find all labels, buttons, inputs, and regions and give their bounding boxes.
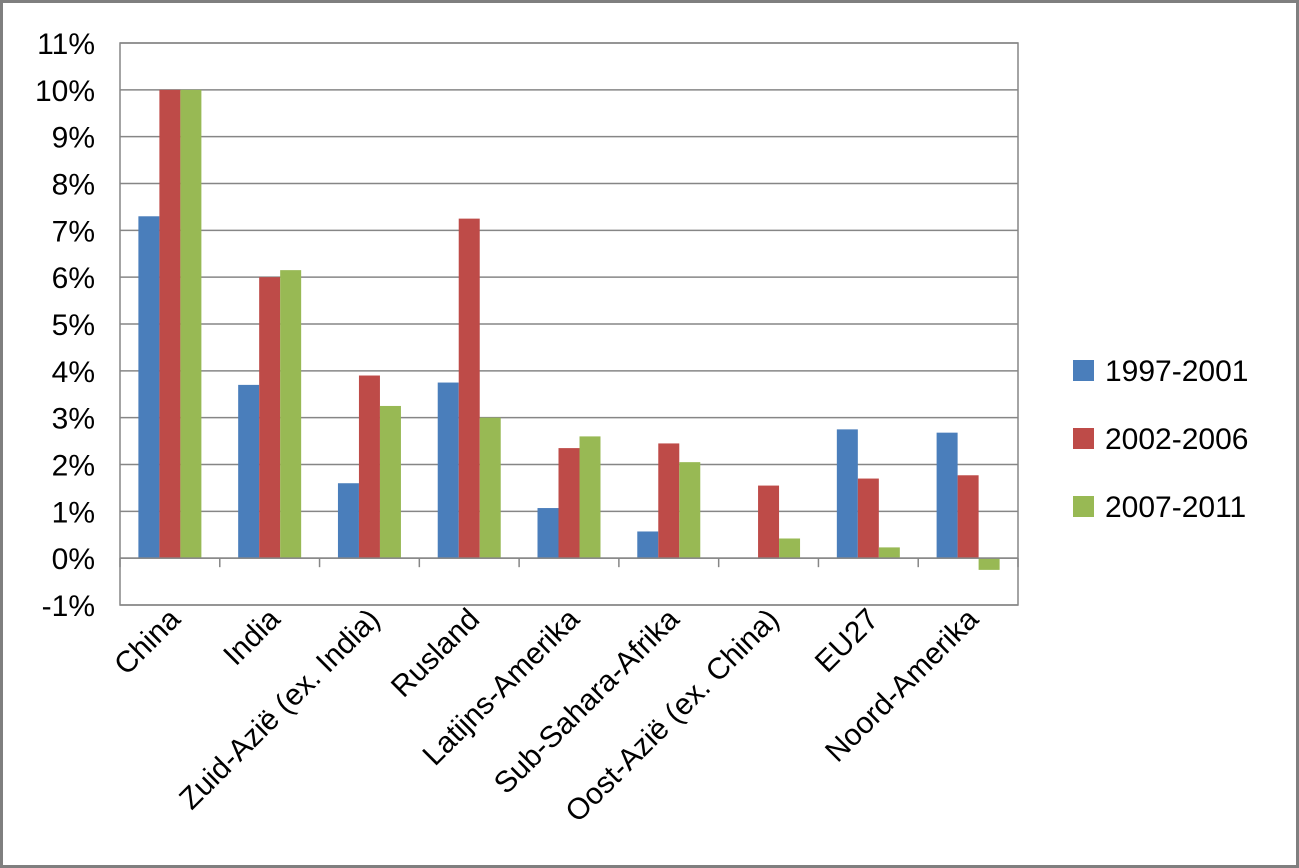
y-tick-label: 8% [52, 169, 95, 202]
legend-label: 1997-2001 [1105, 355, 1248, 388]
bar-2002-2006-India [259, 277, 281, 559]
bar-1997-2001-India [238, 384, 260, 559]
y-tick-label: 7% [52, 215, 95, 248]
bar-2007-2011-Latijns-Amerika [579, 436, 601, 559]
bar-1997-2001-China [138, 216, 160, 559]
plot-area-border [119, 42, 1019, 606]
bar-2002-2006-Oost-Azië (ex. China) [758, 485, 780, 559]
y-tick-label: 0% [52, 543, 95, 576]
y-tick-label: 3% [52, 403, 95, 436]
bar-2002-2006-Zuid-Azië (ex. India) [358, 375, 380, 559]
y-tick-label: 2% [52, 450, 95, 483]
y-tick-label: 5% [52, 309, 95, 342]
y-tick-label: 9% [52, 122, 95, 155]
bar-2007-2011-Oost-Azië (ex. China) [779, 538, 801, 559]
bar-2002-2006-EU27 [857, 478, 879, 559]
bar-1997-2001-EU27 [836, 429, 858, 559]
bar-2007-2011-Noord-Amerika [978, 558, 1000, 570]
y-tick-label: 4% [52, 356, 95, 389]
bar-2007-2011-EU27 [878, 547, 900, 559]
y-tick-label: -1% [42, 590, 95, 623]
bar-2007-2011-Zuid-Azië (ex. India) [379, 405, 401, 559]
bar-2002-2006-Rusland [458, 218, 480, 559]
legend-swatch-2007-2011 [1073, 496, 1094, 517]
y-tick-label: 6% [52, 262, 95, 295]
bar-1997-2001-Noord-Amerika [936, 432, 958, 559]
category-label: EU27 [809, 603, 885, 679]
bar-2002-2006-China [159, 89, 181, 559]
category-label: China [108, 602, 187, 681]
category-label: Sub-Sahara-Afrika [488, 602, 686, 800]
bar-2002-2006-Sub-Sahara-Afrika [658, 443, 680, 559]
bar-1997-2001-Zuid-Azië (ex. India) [337, 483, 359, 559]
legend-label: 2002-2006 [1105, 423, 1248, 456]
category-label: Rusland [385, 603, 486, 704]
y-tick-label: 11% [37, 28, 95, 61]
y-tick-label: 1% [52, 496, 95, 529]
category-label: India [217, 602, 287, 672]
bar-2007-2011-Rusland [479, 417, 501, 559]
bar-1997-2001-Rusland [437, 382, 459, 559]
bar-chart: -1% 0% 1% 2% 3% 4% 5% 6% 7% 8% 9% 10% 11% China IndiaZ… [35, 28, 1249, 829]
bar-2007-2011-China [180, 89, 202, 559]
bar-2002-2006-Noord-Amerika [957, 475, 979, 559]
legend-swatch-2002-2006 [1073, 428, 1094, 449]
bar-1997-2001-Latijns-Amerika [537, 508, 559, 559]
y-tick-label: 10% [35, 75, 95, 108]
bar-1997-2001-Sub-Sahara-Afrika [637, 531, 659, 559]
legend-label: 2007-2011 [1105, 491, 1246, 524]
bar-2007-2011-Sub-Sahara-Afrika [679, 462, 701, 559]
category-label: Zuid-Azië (ex. India) [173, 603, 386, 816]
legend-swatch-1997-2001 [1073, 360, 1094, 381]
bar-2002-2006-Latijns-Amerika [558, 448, 580, 559]
bar-2007-2011-India [280, 270, 302, 559]
